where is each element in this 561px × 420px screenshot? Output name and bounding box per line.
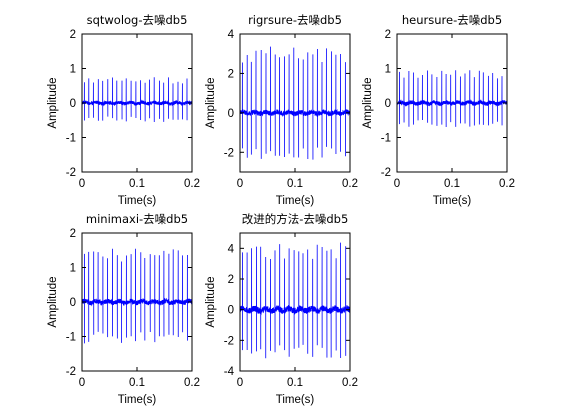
x-tick-label: 0.1 xyxy=(287,178,303,190)
chart-title: 改进的方法-去噪db5 xyxy=(242,212,349,226)
y-tick-label: 0 xyxy=(385,98,391,110)
y-axis-label: Amplitude xyxy=(47,276,59,327)
signal-trace xyxy=(397,70,507,128)
y-tick-label: -4 xyxy=(224,366,235,378)
y-tick-label: 2 xyxy=(228,68,234,80)
x-tick-label: 0.1 xyxy=(129,377,145,389)
x-tick-label: 0 xyxy=(394,178,400,190)
x-tick-label: 0 xyxy=(237,178,243,190)
y-tick-label: -1 xyxy=(381,133,391,145)
y-tick-label: 1 xyxy=(70,263,76,275)
y-tick-label: -2 xyxy=(224,147,234,159)
x-tick-label: 0.2 xyxy=(342,178,358,190)
y-tick-label: -2 xyxy=(66,366,76,378)
y-axis-label: Amplitude xyxy=(362,77,374,128)
y-tick-label: -2 xyxy=(224,335,234,347)
y-axis-label: Amplitude xyxy=(47,77,59,128)
y-tick-label: 0 xyxy=(228,305,234,317)
chart-title: rigrsure-去噪db5 xyxy=(248,13,342,27)
signal-trace xyxy=(240,242,350,359)
y-tick-label: -1 xyxy=(66,332,76,344)
chart-title: sqtwolog-去噪db5 xyxy=(87,13,188,27)
chart-title: heursure-去噪db5 xyxy=(402,13,502,27)
x-tick-label: 0.2 xyxy=(184,178,200,190)
x-tick-label: 0.1 xyxy=(287,377,303,389)
x-tick-label: 0 xyxy=(237,377,243,389)
x-axis-label: Time(s) xyxy=(433,195,472,207)
y-tick-label: 2 xyxy=(70,228,76,240)
y-axis-label: Amplitude xyxy=(205,77,217,128)
y-tick-label: 0 xyxy=(228,108,234,120)
y-tick-label: -2 xyxy=(381,167,391,179)
x-tick-label: 0.1 xyxy=(129,178,145,190)
x-axis-label: Time(s) xyxy=(276,394,315,406)
y-tick-label: 2 xyxy=(385,29,391,41)
subplot-1: 0 0.1 0.2 -2 -1 0 1 2 sqtwolog-去噪db5 Time(s) Ampli… xyxy=(47,13,200,207)
y-tick-label: 0 xyxy=(70,98,76,110)
y-tick-label: 0 xyxy=(70,297,76,309)
axes-box xyxy=(239,33,351,173)
subplot-3: 0 0.1 0.2 -2 -1 0 1 2 heursure-去噪db5 Time(s) Ampli… xyxy=(362,13,515,207)
signal-trace xyxy=(82,77,192,122)
y-axis-label: Amplitude xyxy=(205,276,217,327)
y-tick-label: 2 xyxy=(228,274,234,286)
x-tick-label: 0.2 xyxy=(499,178,515,190)
y-tick-label: -1 xyxy=(66,133,76,145)
x-tick-label: 0.2 xyxy=(342,377,358,389)
x-axis-label: Time(s) xyxy=(276,195,315,207)
subplot-5: 0 0.1 0.2 -4 -2 0 2 4 改进的方法-去噪db5 Time(s) Amplitud… xyxy=(205,212,358,406)
y-tick-label: 4 xyxy=(228,29,235,41)
signal-trace xyxy=(240,46,350,160)
subplot-2: 0 0.1 0.2 -2 0 2 4 rigrsure-去噪db5 Time(s) Amplitu… xyxy=(205,13,358,207)
x-axis-label: Time(s) xyxy=(118,195,157,207)
y-tick-label: 1 xyxy=(385,64,391,76)
x-tick-label: 0 xyxy=(79,377,85,389)
y-tick-label: 2 xyxy=(70,29,76,41)
subplot-4: 0 0.1 0.2 -2 -1 0 1 2 minimaxi-去噪db5 Time(s) Ampli… xyxy=(47,212,200,406)
y-tick-label: 4 xyxy=(228,243,235,255)
x-tick-label: 0.2 xyxy=(184,377,200,389)
x-axis-label: Time(s) xyxy=(118,394,157,406)
chart-title: minimaxi-去噪db5 xyxy=(86,212,188,226)
y-tick-label: -2 xyxy=(66,167,76,179)
x-tick-label: 0 xyxy=(79,178,85,190)
y-tick-label: 1 xyxy=(70,64,76,76)
x-tick-label: 0.1 xyxy=(444,178,460,190)
signal-trace xyxy=(82,248,192,344)
